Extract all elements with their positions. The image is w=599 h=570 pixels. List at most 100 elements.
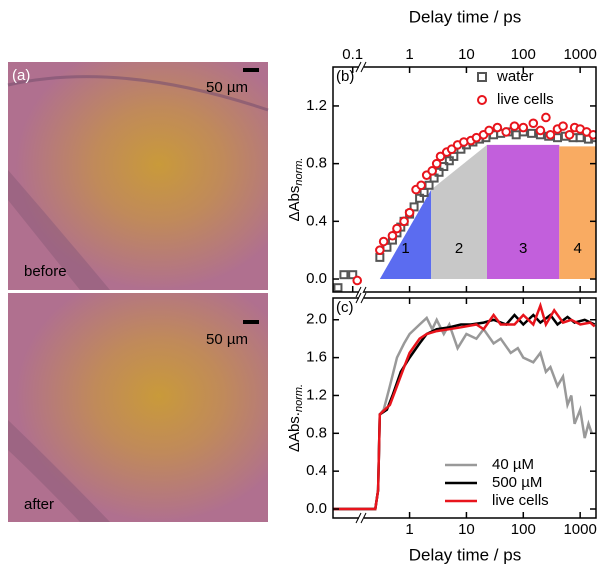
y-axis-title-sub: norm.: [293, 384, 305, 412]
marker: [535, 125, 546, 136]
marker: [518, 122, 529, 133]
axis-break: [360, 512, 367, 524]
marker: [392, 223, 402, 234]
marker: [387, 230, 398, 241]
region-label: 3: [519, 240, 527, 257]
marker: [509, 121, 520, 131]
scale-label: 50 µm: [206, 79, 248, 96]
marker: [378, 236, 389, 247]
legend-label: water: [496, 68, 534, 85]
marker: [492, 122, 503, 133]
x-tick-label: 1000: [563, 521, 596, 538]
marker: [339, 270, 349, 280]
legend-marker: [477, 72, 487, 82]
line: [333, 315, 593, 511]
region: [559, 146, 596, 280]
x-tick-label: 10: [458, 46, 475, 63]
x-axis-title: Delay time / ps: [409, 545, 521, 564]
marker: [415, 193, 425, 203]
y-tick-label: 0.8: [306, 424, 327, 441]
image-label: before: [24, 263, 67, 280]
marker: [564, 129, 575, 140]
marker: [528, 118, 539, 129]
y-tick-label: 0.4: [306, 462, 327, 479]
axis-break: [359, 287, 364, 297]
axis-break: [355, 512, 362, 524]
marker: [348, 270, 358, 280]
region: [379, 189, 432, 280]
legend-label: 500 µM: [492, 474, 542, 491]
x-tick-label: 0.1: [342, 46, 363, 63]
frame: [332, 297, 597, 519]
x-tick-label: 100: [511, 521, 536, 538]
panel-label: (b): [336, 68, 354, 85]
y-tick-label: 2.0: [306, 311, 327, 328]
marker: [545, 129, 556, 140]
axis-break: [359, 513, 364, 523]
marker: [427, 166, 438, 176]
y-axis-title: ΔAbsnorm.: [286, 158, 305, 222]
image-label: after: [24, 496, 54, 513]
axis-break: [355, 292, 362, 304]
x-tick-label: 1: [405, 46, 413, 63]
marker: [399, 216, 409, 227]
axis-break: [360, 61, 367, 73]
y-axis-title-sub: norm.: [293, 158, 305, 186]
scale-label: 50 µm: [206, 331, 248, 348]
marker: [511, 130, 521, 140]
y-axis-title-main: ΔAbs.: [286, 412, 303, 452]
x-tick-label: 10: [458, 521, 475, 538]
y-axis-title: ΔAbs.norm.: [286, 384, 305, 452]
region: [431, 144, 488, 280]
y-tick-label: 1.2: [306, 386, 327, 403]
legend-label: live cells: [492, 492, 549, 509]
region-label: 1: [401, 240, 409, 257]
marker: [501, 127, 511, 137]
plot-area: [333, 112, 596, 292]
marker: [558, 121, 568, 131]
plot-area: [333, 301, 596, 511]
marker: [424, 180, 434, 190]
scale-bar: [243, 68, 259, 72]
region-label: 4: [573, 240, 581, 257]
marker: [409, 202, 419, 212]
y-tick-label: 1.2: [306, 97, 327, 114]
y-tick-label: 1.6: [306, 349, 327, 366]
marker: [527, 128, 537, 138]
marker: [435, 151, 446, 162]
x-tick-label: 1000: [563, 46, 596, 63]
y-tick-label: 0.8: [306, 155, 327, 172]
legend-label: live cells: [497, 91, 554, 108]
tissue-edge: [7, 75, 269, 112]
region: [487, 144, 560, 280]
image-panel: (a) 50 µm before 50 µm after: [7, 62, 269, 522]
line: [333, 313, 596, 511]
y-tick-label: 0.0: [306, 500, 327, 517]
line: [333, 301, 596, 511]
x-tick-label: 100: [511, 46, 536, 63]
legend-marker: [477, 95, 487, 105]
panel-label: (c): [336, 299, 354, 316]
micrograph-before: [8, 62, 268, 290]
y-tick-label: 0.0: [306, 270, 327, 287]
marker: [333, 283, 343, 292]
marker: [484, 125, 494, 136]
region-label: 2: [455, 240, 463, 257]
frame: [332, 66, 597, 293]
marker: [352, 275, 363, 286]
marker: [431, 158, 442, 169]
marker: [541, 112, 551, 123]
y-axis-title-main: ΔAbs: [286, 186, 303, 222]
scale-bar: [243, 320, 259, 324]
y-tick-label: 0.4: [306, 212, 327, 229]
axis-break: [355, 286, 362, 298]
marker: [375, 245, 385, 255]
axis-break: [360, 292, 367, 304]
x-tick-label: 1: [405, 521, 413, 538]
legend-label: 40 µM: [492, 456, 534, 473]
axis-break: [359, 293, 364, 303]
tissue-fold: [8, 420, 110, 522]
x-axis-title: Delay time / ps: [409, 7, 521, 26]
axis-break: [359, 62, 364, 72]
